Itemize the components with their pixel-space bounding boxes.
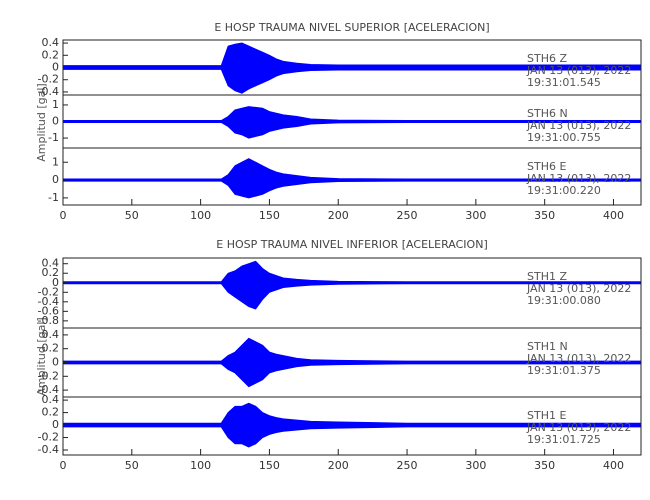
trace-envelope (63, 42, 641, 67)
x-tick-label: 50 (125, 459, 139, 472)
y-tick-label: -0.4 (38, 295, 59, 308)
y-tick-label: 0 (52, 276, 59, 289)
station-label: STH1 E (527, 409, 566, 422)
y-tick-label: 0 (52, 418, 59, 431)
panel-frame (62, 396, 642, 456)
time-label: 19:31:00.220 (527, 184, 601, 197)
y-tick-label: 0 (52, 356, 59, 369)
station-label: STH1 N (527, 340, 568, 353)
x-tick-label: 300 (465, 209, 486, 222)
band-fill (63, 338, 641, 387)
y-tick-label: 1 (52, 98, 59, 111)
x-tick-label: 150 (259, 209, 280, 222)
y-tick-label: -0.4 (38, 383, 59, 396)
x-tick-label: 100 (190, 459, 211, 472)
x-tick-label: 250 (397, 209, 418, 222)
chart-title: E HOSP TRAUMA NIVEL SUPERIOR [ACELERACIO… (214, 21, 489, 34)
x-tick-label: 200 (328, 209, 349, 222)
station-label: STH6 N (527, 107, 568, 120)
time-label: 19:31:01.725 (527, 433, 601, 446)
x-tick-label: 100 (190, 209, 211, 222)
panel-frame (62, 147, 642, 206)
y-tick-label: 0.2 (42, 342, 60, 355)
band-fill (63, 43, 641, 94)
y-tick-label: 0.4 (42, 36, 60, 49)
trace-envelope (63, 260, 641, 283)
trace-envelope (63, 363, 641, 388)
time-label: 19:31:00.080 (527, 294, 601, 307)
x-tick-label: 200 (328, 459, 349, 472)
y-tick-label: -0.2 (38, 369, 59, 382)
y-tick-label: 1 (52, 155, 59, 168)
y-tick-label: 0.2 (42, 48, 60, 61)
x-tick-label: 400 (603, 459, 624, 472)
y-tick-label: -0.4 (38, 443, 59, 456)
trace-envelope (63, 180, 641, 199)
date-label: JAN 13 (013), 2022 (526, 172, 631, 185)
station-label: STH6 E (527, 160, 566, 173)
band-fill (63, 403, 641, 447)
y-tick-label: 0.2 (42, 406, 60, 419)
y-tick-label: -0.6 (38, 304, 59, 317)
trace-envelope (63, 283, 641, 310)
date-label: JAN 13 (013), 2022 (526, 64, 631, 77)
x-tick-label: 300 (465, 459, 486, 472)
y-tick-label: 0.4 (42, 393, 60, 406)
chart-title: E HOSP TRAUMA NIVEL INFERIOR [ACELERACIO… (216, 238, 487, 251)
x-tick-label: 250 (397, 459, 418, 472)
date-label: JAN 13 (013), 2022 (526, 421, 631, 434)
y-tick-label: -0.2 (38, 285, 59, 298)
trace-envelope (63, 158, 641, 180)
y-tick-label: -1 (48, 191, 59, 204)
date-label: JAN 13 (013), 2022 (526, 352, 631, 365)
x-tick-label: 150 (259, 459, 280, 472)
x-tick-label: 350 (534, 459, 555, 472)
y-axis-label: Amplitud [gal] (35, 317, 48, 395)
x-tick-label: 350 (534, 209, 555, 222)
y-tick-label: 0 (52, 173, 59, 186)
y-tick-label: -0.4 (38, 85, 59, 98)
y-axis-label: Amplitud [gal] (35, 83, 48, 161)
y-tick-label: 0 (52, 115, 59, 128)
time-label: 19:31:01.545 (527, 76, 601, 89)
x-tick-label: 400 (603, 209, 624, 222)
trace-envelope (63, 68, 641, 94)
y-tick-label: 0.4 (42, 257, 60, 270)
y-tick-label: -0.8 (38, 314, 59, 327)
trace-envelope (63, 426, 641, 448)
trace-envelope (63, 121, 641, 139)
station-label: STH6 Z (527, 52, 567, 65)
y-tick-label: 0.2 (42, 266, 60, 279)
y-tick-label: -0.2 (38, 431, 59, 444)
y-tick-label: -0.2 (38, 73, 59, 86)
station-label: STH1 Z (527, 270, 567, 283)
y-tick-label: 0 (52, 61, 59, 74)
time-label: 19:31:01.375 (527, 364, 601, 377)
date-label: JAN 13 (013), 2022 (526, 282, 631, 295)
trace-envelope (63, 337, 641, 362)
time-label: 19:31:00.755 (527, 131, 601, 144)
y-tick-label: 0.4 (42, 328, 60, 341)
x-tick-label: 50 (125, 209, 139, 222)
x-tick-label: 0 (60, 459, 67, 472)
date-label: JAN 13 (013), 2022 (526, 119, 631, 132)
trace-envelope (63, 106, 641, 122)
x-tick-label: 0 (60, 209, 67, 222)
trace-envelope (63, 402, 641, 424)
y-tick-label: -1 (48, 131, 59, 144)
